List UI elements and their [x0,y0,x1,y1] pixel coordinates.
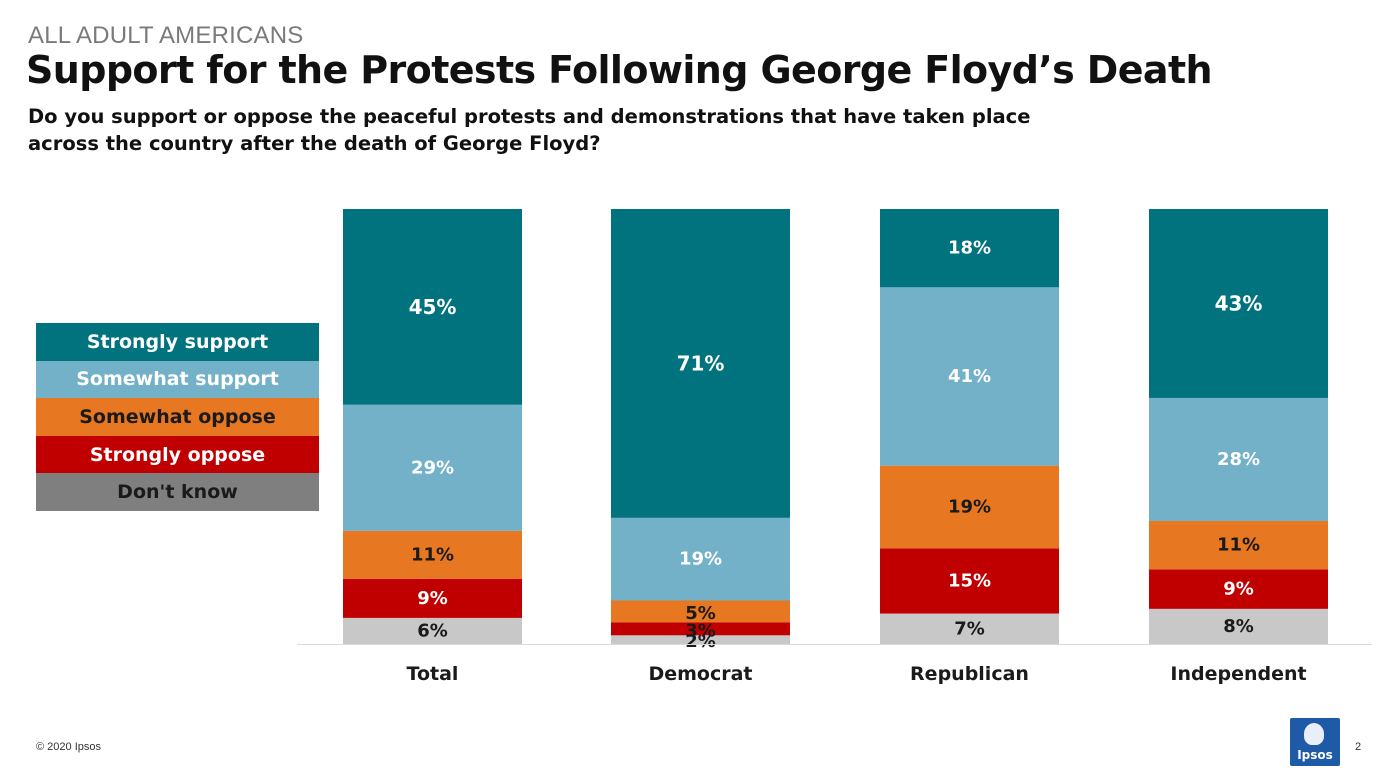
logo-text: Ipsos [1297,748,1333,762]
chart-legend: Strongly support Somewhat support Somewh… [36,323,319,511]
survey-question: Do you support or oppose the peaceful pr… [28,105,1031,155]
legend-label: Somewhat oppose [79,405,276,428]
data-label: 2% [685,631,716,652]
bar-segment-strongly-support [880,209,1059,288]
data-label: 11% [1217,535,1260,556]
bar-segment-strongly-oppose [880,548,1059,614]
bar-segment-don-t-know [880,613,1059,644]
bar-segment-somewhat-oppose [880,465,1059,549]
bar-segment-strongly-support [1149,209,1328,398]
bar-segment-somewhat-support [880,287,1059,466]
legend-label: Strongly support [86,330,269,353]
data-label: 18% [948,238,991,259]
bar-segment-strongly-oppose [611,622,790,636]
bar-segment-don-t-know [611,635,790,644]
legend-label: Somewhat support [76,368,279,391]
data-label: 11% [411,544,454,565]
x-axis-tick-label: Democrat [648,663,752,685]
data-label: 41% [948,366,991,387]
bar-segment-strongly-support [343,209,522,405]
data-label: 9% [1223,579,1254,600]
bar-segment-somewhat-support [343,404,522,531]
data-label: 8% [1223,616,1254,637]
bar-segment-don-t-know [1149,608,1328,644]
data-label: 9% [417,588,448,609]
data-label: 19% [948,496,991,517]
legend-item-dont-know: Don't know [36,473,319,511]
ipsos-logo: Ipsos [1290,718,1340,766]
bar-segment-somewhat-oppose [1149,520,1328,570]
eyebrow-label: ALL ADULT AMERICANS [28,22,304,49]
data-label: 45% [409,295,457,319]
data-label: 19% [679,549,722,570]
bar-segment-don-t-know [343,617,522,644]
legend-item-somewhat-support: Somewhat support [36,360,319,399]
data-label: 43% [1215,291,1263,315]
legend-label: Don't know [117,481,238,504]
copyright-text: © 2020 Ipsos [36,741,101,753]
data-label: 5% [685,603,716,624]
data-label: 29% [411,457,454,478]
legend-label: Strongly oppose [89,443,266,466]
logo-mark-icon [1304,723,1324,745]
bar-segment-somewhat-oppose [611,600,790,623]
page-number: 2 [1355,741,1362,753]
data-label: 28% [1217,449,1260,470]
data-label: 15% [948,570,991,591]
legend-item-strongly-support: Strongly support [36,323,319,361]
bar-segment-strongly-oppose [343,578,522,618]
data-label: 71% [677,351,725,375]
bar-segment-somewhat-oppose [343,530,522,579]
x-axis-tick-label: Independent [1170,663,1306,685]
page-title: Support for the Protests Following Georg… [26,48,1213,92]
data-label: 6% [417,620,448,641]
legend-item-strongly-oppose: Strongly oppose [36,435,319,474]
bar-segment-somewhat-support [611,517,790,601]
legend-item-somewhat-oppose: Somewhat oppose [36,398,319,436]
bar-segment-strongly-oppose [1149,569,1328,609]
x-axis-tick-label: Total [407,663,459,685]
bar-segment-strongly-support [611,209,790,518]
data-label: 7% [954,618,985,639]
x-axis-tick-label: Republican [910,663,1029,685]
bar-segment-somewhat-support [1149,397,1328,521]
data-label: 3% [685,620,716,641]
